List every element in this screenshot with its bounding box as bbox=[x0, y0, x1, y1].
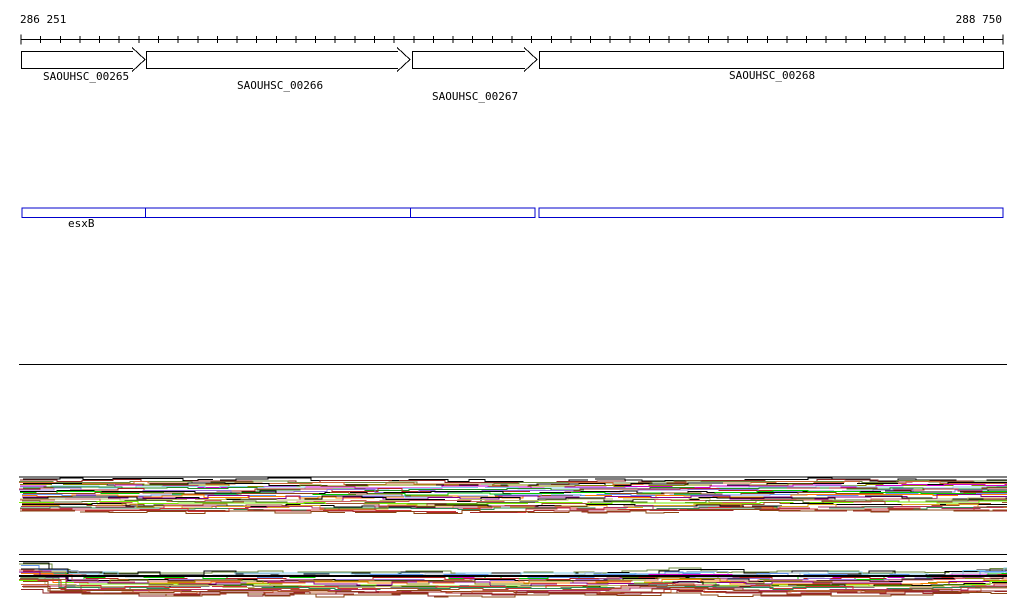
alignment-line bbox=[21, 589, 1007, 597]
gene-label: SAOUHSC_00267 bbox=[432, 90, 518, 103]
gene-feature[interactable]: SAOUHSC_00265 bbox=[21, 47, 146, 84]
blue-feature-box[interactable] bbox=[538, 207, 1004, 219]
alignment-line bbox=[20, 485, 1007, 490]
view-start-coordinate: 286 251 bbox=[20, 13, 66, 26]
alignment-line bbox=[23, 491, 1007, 497]
alignment-line bbox=[20, 506, 1007, 511]
alignment-line bbox=[23, 477, 1007, 483]
gene-feature-track: SAOUHSC_00265 SAOUHSC_00266 SAOUHSC_00267 S… bbox=[21, 47, 1004, 104]
alignment-line bbox=[20, 578, 1007, 591]
blue-feature-track bbox=[21, 207, 1004, 219]
gene-label: SAOUHSC_00265 bbox=[43, 70, 129, 83]
separator-rules bbox=[19, 364, 1007, 562]
gene-arrow-outline[interactable] bbox=[21, 47, 146, 72]
gene-feature[interactable]: SAOUHSC_00268 bbox=[539, 51, 1004, 82]
alignment-bands bbox=[19, 476, 1007, 598]
gene-arrow-outline[interactable] bbox=[412, 47, 538, 72]
alignment-line bbox=[23, 586, 1007, 598]
blue-track-gene-label: esxB bbox=[68, 217, 95, 230]
gene-feature[interactable]: SAOUHSC_00266 bbox=[146, 47, 411, 93]
gene-arrow-outline[interactable] bbox=[146, 47, 411, 72]
alignment-band-1 bbox=[19, 476, 1007, 515]
gene-label: SAOUHSC_00268 bbox=[729, 69, 815, 82]
alignment-line bbox=[20, 509, 1007, 515]
gene-arrow-outline[interactable] bbox=[539, 51, 1004, 69]
alignment-line bbox=[21, 567, 1007, 577]
gene-label: SAOUHSC_00266 bbox=[237, 79, 323, 92]
alignment-band-2 bbox=[19, 562, 1007, 598]
alignment-line bbox=[22, 494, 1007, 499]
alignment-line bbox=[21, 576, 1007, 589]
blue-feature-box[interactable] bbox=[21, 207, 536, 219]
view-end-coordinate: 288 750 bbox=[956, 13, 1002, 26]
alignment-line bbox=[20, 489, 1007, 495]
alignment-line bbox=[23, 585, 1007, 592]
gene-feature[interactable]: SAOUHSC_00267 bbox=[412, 47, 538, 104]
alignment-line bbox=[22, 508, 1007, 513]
alignment-line bbox=[19, 578, 1007, 591]
alignment-line bbox=[23, 481, 1007, 487]
ruler bbox=[20, 34, 1004, 45]
